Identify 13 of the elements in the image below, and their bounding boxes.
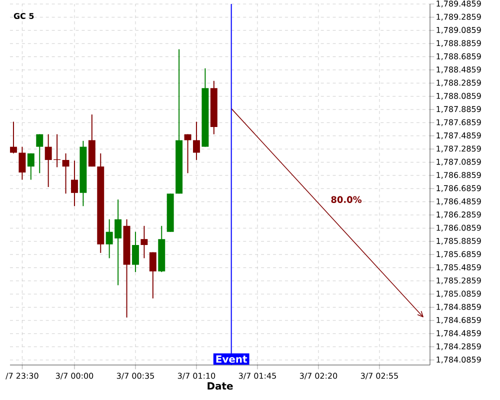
candlestick (140, 225, 148, 259)
candlestick (132, 231, 139, 273)
candlestick (70, 160, 78, 207)
candlestick (27, 152, 34, 180)
x-axis-title: Date (208, 382, 233, 390)
candlestick (36, 134, 44, 174)
candlestick (10, 121, 17, 154)
ref-line-label: Event (216, 355, 248, 363)
candlestick (149, 252, 156, 299)
candlestick (62, 152, 70, 194)
candlestick (18, 146, 26, 180)
annotation: 80.0% (331, 196, 362, 203)
candlestick (192, 121, 200, 160)
